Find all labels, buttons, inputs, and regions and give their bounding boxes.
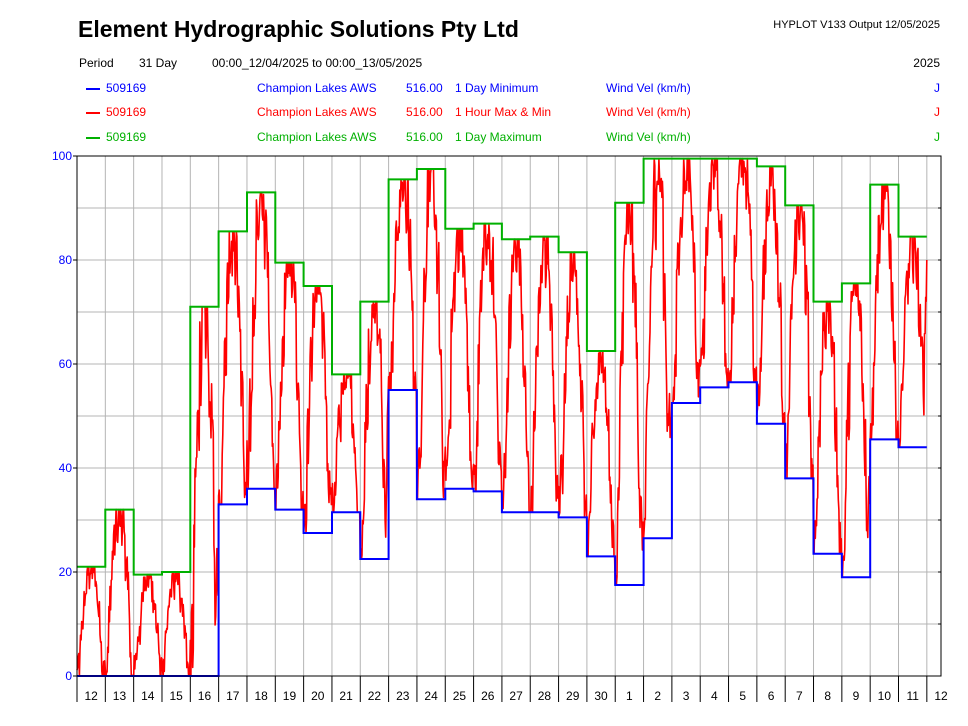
legend-statistic: 1 Hour Max & Min xyxy=(455,105,552,119)
legend-quality-flag: J xyxy=(934,81,940,95)
series-line-day-maximum xyxy=(77,157,927,576)
plot-frame xyxy=(76,155,942,677)
x-tick-label: 30 xyxy=(594,689,608,703)
legend-parameter: Wind Vel (km/h) xyxy=(606,130,691,144)
x-tick-label: 19 xyxy=(283,689,297,703)
y-tick-label: 0 xyxy=(65,669,72,683)
legend-station-name: Champion Lakes AWS xyxy=(257,81,377,95)
x-tick-label: 12 xyxy=(934,689,948,703)
x-tick-label: 5 xyxy=(739,689,746,703)
year-label: 2025 xyxy=(913,56,940,70)
legend-line-icon xyxy=(86,137,100,139)
legend-site: 509169 xyxy=(106,105,147,119)
y-tick-label: 40 xyxy=(59,461,73,475)
x-tick-label: 26 xyxy=(481,689,495,703)
y-tick-label: 20 xyxy=(59,565,73,579)
series-line-day-minimum xyxy=(77,381,927,677)
x-tick-label: 13 xyxy=(113,689,127,703)
x-tick-label: 12 xyxy=(84,689,98,703)
x-tick-label: 28 xyxy=(538,689,552,703)
x-tick-label: 21 xyxy=(339,689,353,703)
y-tick-label: 100 xyxy=(52,149,72,163)
x-tick-label: 25 xyxy=(453,689,467,703)
legend-site: 509169 xyxy=(106,81,147,95)
legend-line-icon xyxy=(86,88,100,90)
x-tick-label: 1 xyxy=(626,689,633,703)
period-value: 31 Day xyxy=(139,56,178,70)
x-tick-label: 20 xyxy=(311,689,325,703)
x-tick-label: 14 xyxy=(141,689,155,703)
x-tick-label: 17 xyxy=(226,689,240,703)
legend-variable: 516.00 xyxy=(406,130,443,144)
legend-quality-flag: J xyxy=(934,130,940,144)
legend-quality-flag: J xyxy=(934,105,940,119)
page-title: Element Hydrographic Solutions Pty Ltd xyxy=(78,16,519,42)
legend-site: 509169 xyxy=(106,130,147,144)
product-output-label: HYPLOT V133 Output 12/05/2025 xyxy=(773,19,940,31)
legend-statistic: 1 Day Maximum xyxy=(455,130,542,144)
x-tick-label: 4 xyxy=(711,689,718,703)
x-tick-label: 27 xyxy=(509,689,523,703)
x-tick-label: 6 xyxy=(768,689,775,703)
x-tick-label: 18 xyxy=(254,689,268,703)
legend-statistic: 1 Day Minimum xyxy=(455,81,539,95)
x-tick-label: 10 xyxy=(878,689,892,703)
legend-station-name: Champion Lakes AWS xyxy=(257,130,377,144)
x-tick-label: 15 xyxy=(169,689,183,703)
legend-station-name: Champion Lakes AWS xyxy=(257,105,377,119)
x-tick-label: 7 xyxy=(796,689,803,703)
x-tick-label: 3 xyxy=(683,689,690,703)
legend-variable: 516.00 xyxy=(406,81,443,95)
x-tick-label: 2 xyxy=(654,689,661,703)
legend-variable: 516.00 xyxy=(406,105,443,119)
y-tick-label: 80 xyxy=(59,253,73,267)
legend-parameter: Wind Vel (km/h) xyxy=(606,81,691,95)
x-tick-label: 23 xyxy=(396,689,410,703)
x-tick-label: 16 xyxy=(198,689,212,703)
x-tick-label: 8 xyxy=(824,689,831,703)
x-tick-label: 11 xyxy=(906,689,919,703)
x-tick-label: 24 xyxy=(424,689,438,703)
x-tick-label: 9 xyxy=(853,689,860,703)
legend-parameter: Wind Vel (km/h) xyxy=(606,105,691,119)
y-tick-label: 60 xyxy=(59,357,73,371)
x-tick-label: 29 xyxy=(566,689,580,703)
period-label: Period xyxy=(79,56,114,70)
x-tick-label: 22 xyxy=(368,689,382,703)
legend-line-icon xyxy=(86,112,100,114)
period-range: 00:00_12/04/2025 to 00:00_13/05/2025 xyxy=(212,56,423,70)
